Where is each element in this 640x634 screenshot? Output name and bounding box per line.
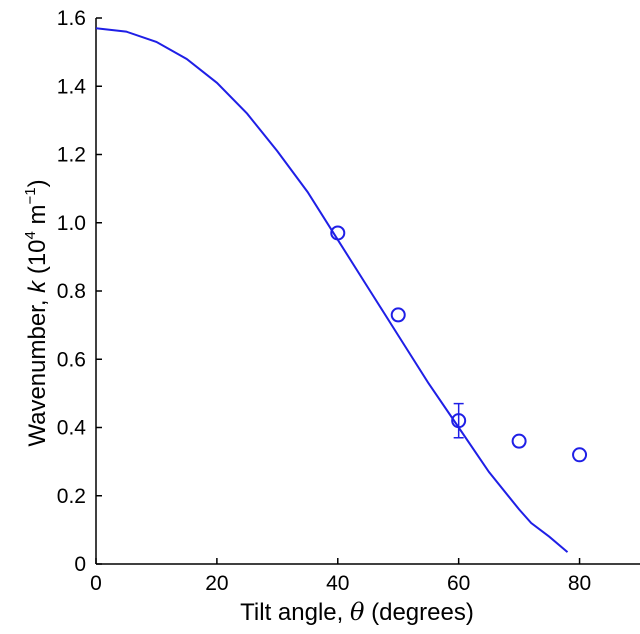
y-tick-label: 0.8 (57, 280, 86, 303)
y-tick-label: 0.4 (57, 417, 87, 440)
y-tick-label: 1.4 (57, 75, 87, 98)
data-point (330, 225, 346, 241)
y-tick-label: 1.2 (57, 144, 86, 167)
data-point (511, 433, 527, 449)
x-tick-label: 60 (447, 572, 470, 595)
x-tick-label: 20 (205, 572, 228, 595)
y-tick-label: 0 (74, 553, 86, 576)
axes: 0 20 40 60 80 0 0.2 0.4 0.6 0.8 1.0 1.2 1.4 1.6 (57, 7, 640, 595)
data-point (572, 447, 588, 463)
x-axis-label: Tilt angle, θ (degrees) (240, 598, 474, 626)
y-axis-label: Wavenumber, k (104 m−1) (22, 179, 51, 446)
data-point (451, 413, 467, 429)
y-tick-label: 0.6 (57, 348, 86, 371)
x-tick-label: 40 (326, 572, 349, 595)
plot-area (95, 27, 588, 553)
model-curve (95, 27, 569, 553)
data-point (390, 307, 406, 323)
x-tick-label: 80 (568, 572, 591, 595)
y-tick-label: 0.2 (57, 485, 86, 508)
y-tick-label: 1.0 (57, 212, 86, 235)
x-tick-label: 0 (90, 572, 102, 595)
y-tick-label: 1.6 (57, 7, 86, 30)
